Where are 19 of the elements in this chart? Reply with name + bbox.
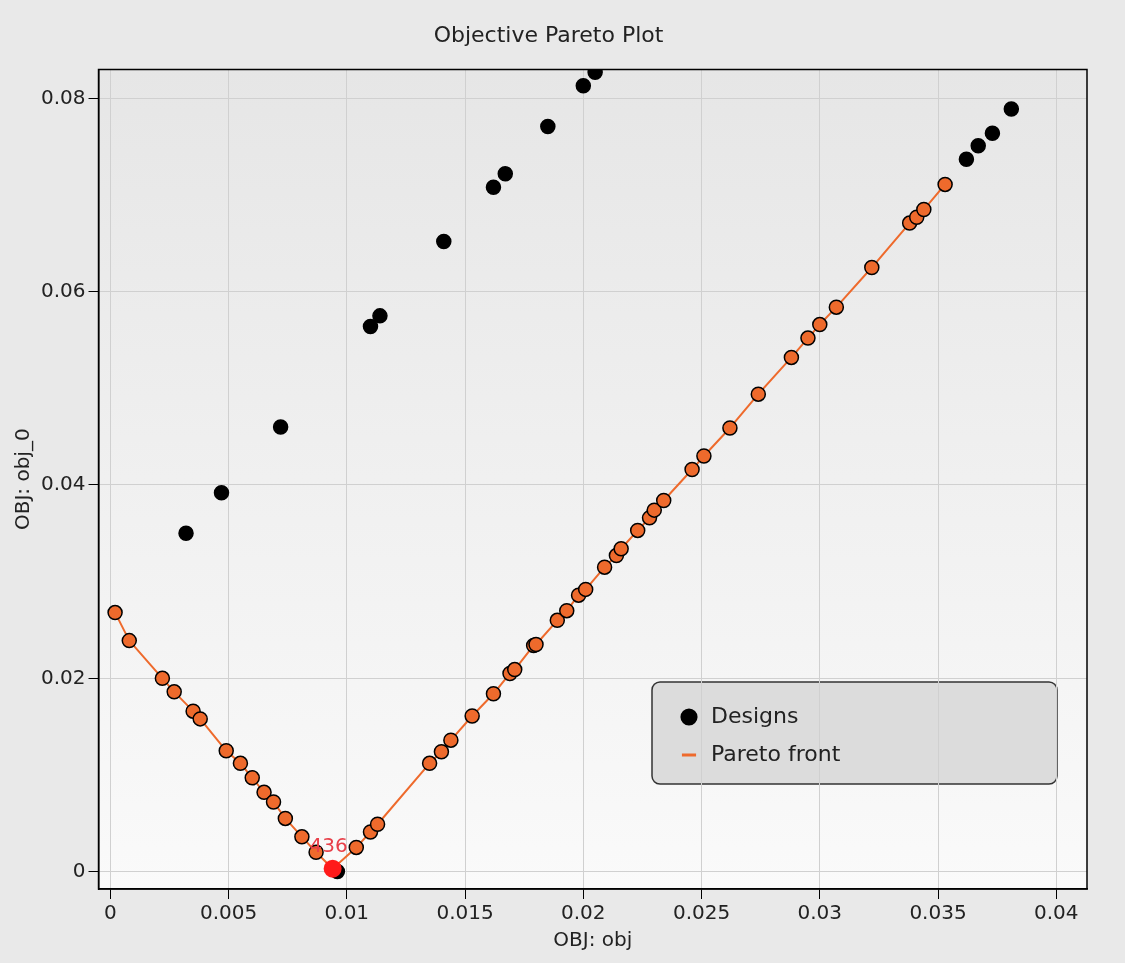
y-axis-title: OBJ: obj_0 (10, 428, 35, 531)
x-axis-title: OBJ: obj (553, 927, 633, 952)
chart-title: Objective Pareto Plot (433, 21, 664, 47)
x-tick-label: 0.035 (909, 900, 967, 925)
y-tick-label: 0 (72, 857, 86, 882)
x-tick-label: 0.02 (561, 900, 606, 925)
x-tick-label: 0.025 (672, 900, 731, 925)
y-tick-label: 0.06 (41, 277, 86, 302)
legend-label: Designs (711, 702, 799, 728)
x-tick-label: 0.01 (324, 900, 370, 925)
y-tick-label: 0.02 (41, 664, 86, 689)
x-tick-label: 0 (103, 900, 117, 925)
x-tick-label: 0.03 (797, 900, 843, 925)
legend-label: Pareto front (711, 740, 841, 766)
x-tick-label: 0.015 (436, 900, 494, 925)
y-tick-label: 0.04 (41, 471, 86, 496)
x-tick-label: 0.04 (1033, 900, 1079, 925)
y-tick-label: 0.08 (41, 84, 86, 109)
x-tick-label: 0.005 (199, 900, 258, 925)
